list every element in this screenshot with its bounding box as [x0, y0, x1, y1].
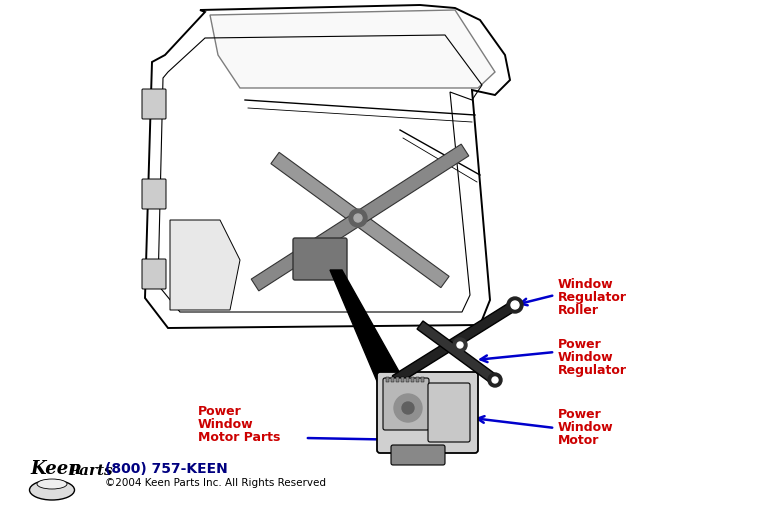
Circle shape — [511, 301, 519, 309]
Text: Window: Window — [558, 421, 614, 434]
Polygon shape — [170, 220, 240, 310]
FancyBboxPatch shape — [428, 383, 470, 442]
Text: Roller: Roller — [558, 304, 599, 317]
FancyBboxPatch shape — [391, 377, 394, 382]
FancyBboxPatch shape — [396, 377, 399, 382]
FancyBboxPatch shape — [142, 179, 166, 209]
Text: ©2004 Keen Parts Inc. All Rights Reserved: ©2004 Keen Parts Inc. All Rights Reserve… — [105, 478, 326, 488]
Ellipse shape — [37, 479, 67, 489]
Circle shape — [507, 297, 523, 313]
Circle shape — [349, 209, 367, 227]
Text: (800) 757-KEEN: (800) 757-KEEN — [105, 462, 228, 476]
Text: Motor Parts: Motor Parts — [198, 431, 280, 444]
Text: Power: Power — [198, 405, 242, 418]
Text: Motor: Motor — [558, 434, 599, 447]
Text: Regulator: Regulator — [558, 364, 627, 377]
Text: Window: Window — [558, 351, 614, 364]
Circle shape — [394, 394, 422, 422]
Polygon shape — [330, 270, 415, 412]
FancyBboxPatch shape — [142, 89, 166, 119]
FancyBboxPatch shape — [386, 377, 389, 382]
FancyBboxPatch shape — [142, 259, 166, 289]
Text: Window: Window — [558, 278, 614, 291]
FancyBboxPatch shape — [416, 377, 419, 382]
Circle shape — [402, 402, 414, 414]
Text: Regulator: Regulator — [558, 291, 627, 304]
FancyBboxPatch shape — [391, 445, 445, 465]
Text: Keen: Keen — [30, 460, 82, 478]
Polygon shape — [271, 152, 449, 287]
Circle shape — [453, 338, 467, 352]
FancyBboxPatch shape — [401, 377, 404, 382]
FancyBboxPatch shape — [406, 377, 409, 382]
Polygon shape — [210, 10, 495, 88]
FancyBboxPatch shape — [421, 377, 424, 382]
FancyBboxPatch shape — [383, 378, 429, 430]
Circle shape — [354, 214, 362, 222]
Text: Power: Power — [558, 408, 601, 421]
Circle shape — [492, 377, 498, 383]
Polygon shape — [251, 144, 469, 291]
Polygon shape — [417, 321, 498, 384]
Text: Window: Window — [198, 418, 253, 431]
FancyBboxPatch shape — [377, 372, 478, 453]
FancyBboxPatch shape — [411, 377, 414, 382]
Text: Power: Power — [558, 338, 601, 351]
Circle shape — [457, 342, 463, 348]
Text: Parts: Parts — [68, 464, 112, 478]
Polygon shape — [393, 301, 517, 384]
FancyBboxPatch shape — [293, 238, 347, 280]
Ellipse shape — [29, 480, 75, 500]
Circle shape — [488, 373, 502, 387]
